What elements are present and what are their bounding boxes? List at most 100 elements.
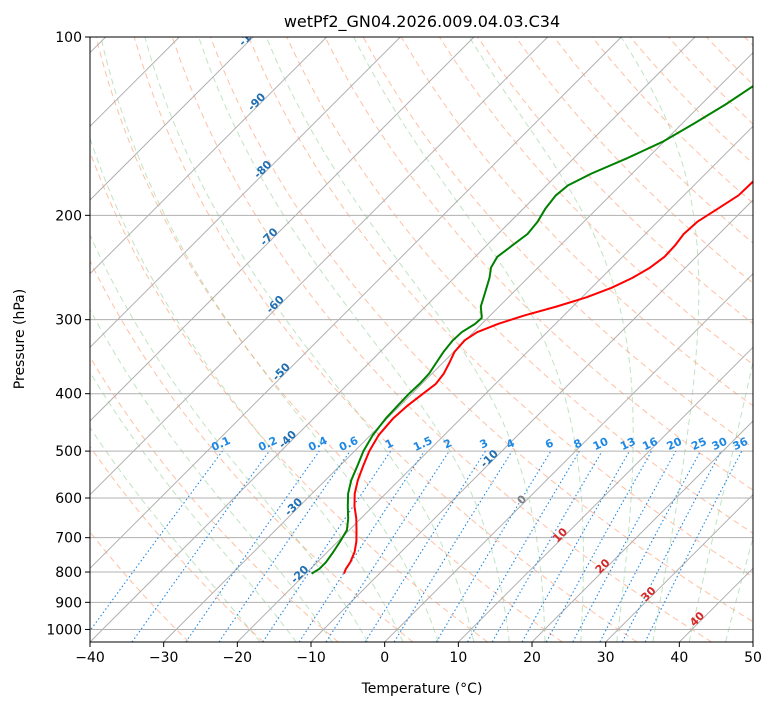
dry-adiabat [90, 356, 339, 642]
dry-adiabat [95, 37, 563, 642]
y-axis-label: Pressure (hPa) [12, 289, 28, 389]
dry-adiabat [171, 37, 712, 642]
x-tick-label: 0 [380, 650, 389, 666]
dry-adiabat [133, 37, 638, 642]
mixing-ratio-line [644, 450, 743, 642]
mixing-ratio-line [218, 450, 351, 642]
dry-adiabat [324, 37, 753, 491]
mixing-ratio-line [599, 450, 701, 642]
isotherm-line [90, 37, 622, 570]
isotherm-line [457, 346, 753, 642]
moist-adiabat [265, 37, 546, 642]
plot-area: -100-90-80-70-60-50-40-30-20-10010203040… [90, 20, 753, 642]
dry-adiabat [90, 445, 264, 642]
moist-adiabat [198, 37, 510, 642]
y-tick-label: 400 [55, 387, 82, 403]
mixing-ratio-label: 30 [710, 435, 730, 453]
isotherm-label: -20 [288, 563, 311, 586]
mixing-ratio-label: 36 [731, 435, 751, 453]
y-tick-label: 800 [55, 565, 82, 581]
mixing-ratio-label: 13 [618, 435, 637, 453]
mixing-ratio-label: 6 [543, 436, 556, 451]
mixing-ratio-line [545, 450, 653, 642]
isotherm-label: 30 [639, 584, 659, 604]
moist-adiabat [100, 37, 439, 642]
isotherm-line [310, 199, 753, 642]
isotherm-line [384, 272, 753, 642]
isotherm-label: -90 [245, 90, 268, 113]
mixing-ratio-label: 16 [640, 435, 660, 453]
mixing-ratio-line [364, 450, 486, 642]
isotherm-line [90, 37, 401, 349]
x-tick-label: 30 [597, 650, 615, 666]
mixing-ratio-label: 25 [689, 435, 708, 453]
isotherm-label: -50 [270, 360, 293, 383]
dry-adiabat [706, 37, 753, 86]
x-tick-label: −20 [223, 650, 253, 666]
moist-adiabat [725, 536, 753, 642]
mixing-ratio-line [325, 450, 450, 642]
dry-adiabat [515, 37, 753, 284]
dry-adiabat [248, 37, 753, 578]
y-tick-label: 300 [55, 313, 82, 329]
moist-adiabats [90, 37, 753, 642]
isotherm-line [90, 37, 549, 496]
moist-adiabat [90, 371, 297, 642]
isotherm-label: -100 [236, 20, 265, 49]
x-tick-label: 40 [670, 650, 688, 666]
dry-adiabat [553, 37, 753, 244]
moist-adiabat [90, 136, 404, 642]
moist-adiabat [468, 37, 634, 642]
profile-series [311, 84, 753, 575]
isotherm-label: -80 [251, 158, 274, 181]
isotherm-label: -60 [264, 293, 287, 316]
isotherm-label: -70 [257, 225, 280, 248]
dry-adiabat [668, 37, 753, 125]
mixing-ratio-label: 20 [665, 435, 685, 453]
mixing-ratio-line [572, 450, 677, 642]
x-axis-ticks: −40 −30 −20 −10 0 10 20 30 40 50 [75, 642, 762, 666]
x-tick-label: −30 [149, 650, 179, 666]
y-axis-ticks: 1000 900 800 700 600 500 400 300 200 100 [46, 30, 90, 638]
x-axis-label: Temperature (°C) [361, 681, 483, 697]
x-tick-label: 10 [449, 650, 467, 666]
mixing-ratio-line [131, 450, 270, 642]
moist-adiabat [90, 426, 261, 642]
temperature-line [343, 180, 753, 574]
dry-adiabat [286, 37, 753, 534]
mixing-ratio-line [262, 450, 392, 642]
mixing-ratio-line [185, 450, 320, 642]
isotherm-line [90, 37, 328, 275]
moist-adiabat [620, 37, 700, 642]
mixing-ratio-lines [90, 450, 743, 642]
dry-adiabat [90, 259, 414, 642]
isotherm-line [531, 420, 753, 642]
mixing-ratio-line [521, 450, 630, 642]
y-tick-label: 100 [55, 30, 82, 46]
isotherm-line [752, 641, 753, 642]
isotherm-line [236, 125, 753, 642]
mixing-ratio-label: 2 [442, 436, 454, 451]
isobar-gridlines [90, 37, 753, 630]
y-tick-label: 600 [55, 491, 82, 507]
isotherm-label: 10 [550, 525, 570, 545]
moist-adiabat [688, 358, 753, 642]
y-tick-label: 700 [55, 531, 82, 547]
y-tick-label: 500 [55, 444, 82, 460]
dry-adiabat [90, 531, 190, 642]
isotherm-label: -40 [276, 428, 299, 451]
dry-adiabat [90, 150, 488, 642]
isotherm-label: -30 [282, 495, 305, 518]
moist-adiabat [353, 37, 584, 642]
isotherm-line [90, 37, 696, 642]
isotherm-line [90, 37, 475, 422]
chart-title: wetPf2_GN04.2026.009.04.03.C34 [284, 12, 560, 32]
isotherm-line [90, 37, 254, 201]
x-tick-label: 20 [523, 650, 541, 666]
mixing-ratio-line [435, 450, 552, 642]
mixing-ratio-line [90, 450, 223, 632]
dry-adiabats [90, 37, 753, 642]
isotherm-label: 40 [687, 609, 707, 629]
y-tick-label: 1000 [46, 622, 82, 638]
